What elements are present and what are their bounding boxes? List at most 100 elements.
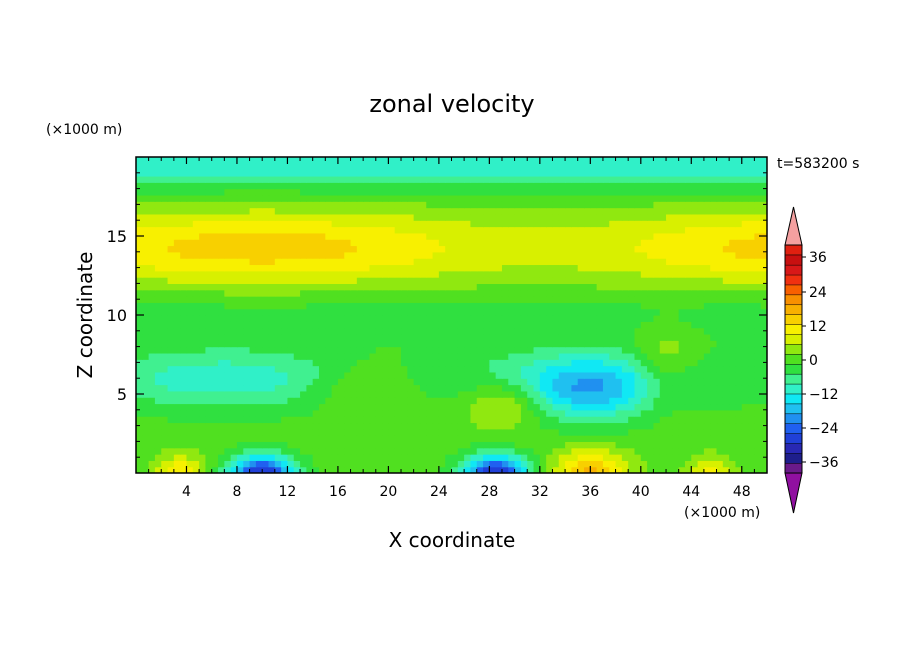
field-cell bbox=[224, 175, 232, 183]
field-cell bbox=[615, 308, 623, 316]
field-cell bbox=[571, 163, 579, 171]
field-cell bbox=[205, 416, 213, 424]
field-cell bbox=[180, 163, 188, 171]
field-cell bbox=[394, 251, 402, 259]
field-cell bbox=[577, 258, 585, 266]
field-cell bbox=[647, 277, 655, 284]
field-cell bbox=[558, 296, 566, 303]
field-cell bbox=[596, 384, 604, 392]
field-cell bbox=[268, 220, 276, 228]
field-cell bbox=[356, 352, 364, 360]
field-cell bbox=[211, 232, 219, 240]
field-cell bbox=[375, 466, 383, 473]
field-cell bbox=[230, 327, 238, 335]
field-cell bbox=[274, 378, 282, 386]
field-cell bbox=[438, 264, 446, 272]
field-cell bbox=[501, 390, 509, 398]
field-cell bbox=[653, 201, 661, 209]
field-cell bbox=[653, 390, 661, 398]
field-cell bbox=[514, 289, 522, 297]
field-cell bbox=[236, 416, 244, 424]
field-cell bbox=[596, 460, 604, 468]
field-cell bbox=[741, 384, 749, 392]
field-cell bbox=[741, 422, 749, 430]
field-cell bbox=[142, 397, 150, 405]
field-cell bbox=[602, 359, 610, 367]
field-cell bbox=[691, 264, 699, 272]
field-cell bbox=[230, 384, 238, 392]
field-cell bbox=[729, 359, 737, 367]
field-cell bbox=[363, 422, 371, 430]
field-cell bbox=[640, 460, 648, 468]
field-cell bbox=[325, 277, 333, 284]
field-cell bbox=[432, 264, 440, 272]
field-cell bbox=[653, 466, 661, 473]
field-cell bbox=[300, 220, 307, 228]
field-cell bbox=[344, 213, 352, 221]
field-cell bbox=[230, 397, 238, 405]
field-cell bbox=[382, 352, 389, 360]
field-cell bbox=[413, 157, 421, 164]
field-cell bbox=[577, 283, 585, 291]
field-cell bbox=[495, 435, 503, 442]
field-cell bbox=[647, 441, 655, 449]
field-cell bbox=[457, 232, 465, 240]
field-cell bbox=[337, 308, 345, 316]
field-cell bbox=[495, 409, 503, 417]
field-cell bbox=[495, 359, 503, 367]
field-cell bbox=[224, 220, 232, 228]
field-cell bbox=[489, 251, 497, 259]
field-cell bbox=[684, 422, 692, 430]
field-cell bbox=[476, 390, 484, 398]
field-cell bbox=[590, 441, 598, 449]
field-cell bbox=[363, 384, 371, 392]
field-cell bbox=[331, 378, 339, 386]
field-cell bbox=[363, 264, 371, 272]
field-cell bbox=[760, 416, 767, 424]
field-cell bbox=[388, 296, 396, 303]
field-cell bbox=[337, 365, 345, 373]
field-cell bbox=[142, 428, 150, 436]
field-cell bbox=[180, 422, 188, 430]
field-cell bbox=[495, 264, 503, 272]
field-cell bbox=[375, 157, 383, 164]
field-cell bbox=[230, 239, 238, 247]
field-cell bbox=[678, 346, 686, 354]
field-cell bbox=[375, 232, 383, 240]
field-cell bbox=[640, 194, 648, 202]
field-cell bbox=[337, 460, 345, 468]
field-cell bbox=[407, 182, 415, 190]
field-cell bbox=[274, 308, 282, 316]
field-cell bbox=[445, 220, 453, 228]
field-cell bbox=[394, 239, 402, 247]
field-cell bbox=[255, 352, 263, 360]
field-cell bbox=[470, 390, 478, 398]
field-cell bbox=[161, 384, 169, 392]
field-cell bbox=[337, 371, 345, 379]
field-cell bbox=[722, 220, 730, 228]
field-cell bbox=[539, 428, 547, 436]
field-cell bbox=[729, 232, 737, 240]
field-cell bbox=[262, 409, 270, 417]
field-cell bbox=[356, 239, 364, 247]
field-cell bbox=[394, 258, 402, 266]
field-cell bbox=[369, 346, 377, 354]
field-cell bbox=[356, 302, 364, 310]
field-cell bbox=[451, 466, 459, 473]
field-cell bbox=[180, 239, 188, 247]
field-cell bbox=[533, 270, 541, 278]
field-cell bbox=[375, 321, 383, 329]
field-cell bbox=[136, 220, 143, 228]
field-cell bbox=[501, 315, 509, 322]
field-cell bbox=[640, 289, 648, 297]
field-cell bbox=[268, 277, 276, 284]
field-cell bbox=[729, 182, 737, 190]
field-cell bbox=[571, 390, 579, 398]
field-cell bbox=[211, 201, 219, 209]
field-cell bbox=[748, 428, 755, 436]
field-cell bbox=[703, 441, 711, 449]
field-cell bbox=[514, 333, 522, 341]
field-cell bbox=[464, 296, 472, 303]
field-cell bbox=[558, 163, 566, 171]
field-cell bbox=[167, 194, 175, 202]
